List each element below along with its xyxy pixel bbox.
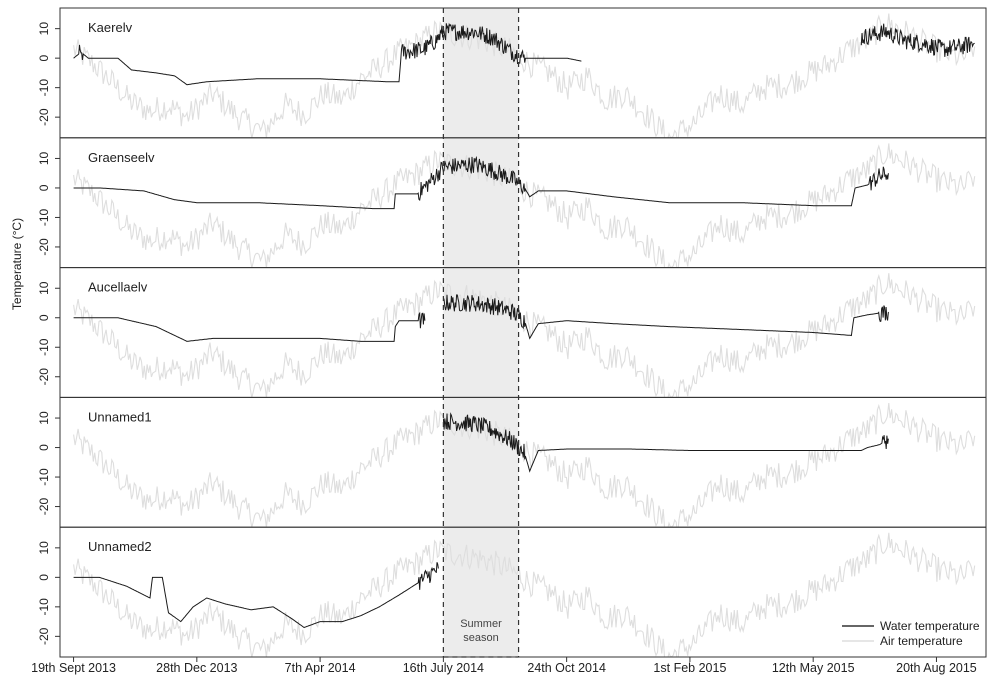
x-tick-label: 28th Dec 2013 — [156, 661, 237, 675]
summer-season-label: Summer — [460, 618, 502, 630]
x-tick-label: 19th Sept 2013 — [31, 661, 116, 675]
y-tick-label: -20 — [37, 108, 51, 126]
y-tick-label: -20 — [37, 627, 51, 645]
x-tick-label: 16th July 2014 — [403, 661, 484, 675]
panel-label-graenseelv: Graenseelv — [88, 150, 155, 165]
summer-season-label: season — [463, 632, 498, 644]
legend-entry-label: Water temperature — [880, 619, 980, 633]
panel-label-unnamed2: Unnamed2 — [88, 539, 152, 554]
panel-frame-unnamed2 — [59, 526, 987, 658]
y-tick-label: 0 — [37, 54, 51, 61]
y-tick-label: -10 — [37, 338, 51, 356]
water-temperature-layer — [73, 22, 975, 629]
axes: 10 0 -10 -20 10 0 -10 -20 10 0 -10 -20 10 0 -10 -20 10 0 -… — [31, 22, 977, 675]
air-temperature-line-unnamed1 — [73, 402, 976, 528]
y-tick-label: -20 — [37, 238, 51, 256]
panel-label-kaerelv: Kaerelv — [88, 20, 133, 35]
y-tick-label: 0 — [37, 574, 51, 581]
water-temperature-line-unnamed1-0 — [442, 412, 889, 473]
x-tick-label: 20th Aug 2015 — [896, 661, 977, 675]
water-temperature-line-graenseelv-0 — [73, 155, 889, 210]
y-tick-label: -10 — [37, 598, 51, 616]
y-tick-label: 10 — [37, 22, 51, 36]
y-tick-label: -10 — [37, 208, 51, 226]
y-tick-label: -20 — [37, 498, 51, 516]
water-temperature-line-kaerelv-1 — [860, 23, 975, 57]
y-tick-label: 10 — [37, 281, 51, 295]
water-temperature-line-aucellaelv-0 — [73, 311, 426, 342]
water-temperature-line-unnamed2-0 — [73, 562, 439, 629]
y-tick-label: 10 — [37, 151, 51, 165]
air-temperature-line-kaerelv — [73, 13, 976, 138]
y-tick-label: -10 — [37, 468, 51, 486]
panel-frames — [59, 7, 987, 658]
y-axis-label: Temperature (°C) — [10, 218, 24, 310]
x-tick-label: 7th Apr 2014 — [285, 661, 356, 675]
panel-labels: Kaerelv Graenseelv Aucellaelv Unnamed1 Unnam… — [88, 20, 502, 644]
panel-label-aucellaelv: Aucellaelv — [88, 280, 148, 295]
y-tick-label: 0 — [37, 314, 51, 321]
summer-season-band — [443, 8, 519, 657]
air-temperature-line-aucellaelv — [73, 273, 976, 398]
air-temperature-line-graenseelv — [73, 143, 976, 268]
x-tick-label: 24th Oct 2014 — [527, 661, 606, 675]
air-temperature-line-unnamed2 — [73, 532, 976, 658]
x-tick-label: 1st Feb 2015 — [653, 661, 726, 675]
air-temperature-layer — [73, 13, 976, 658]
y-tick-label: 0 — [37, 184, 51, 191]
water-temperature-line-aucellaelv-1 — [442, 294, 889, 340]
y-tick-label: -20 — [37, 368, 51, 386]
y-tick-label: -10 — [37, 79, 51, 97]
y-tick-label: 0 — [37, 444, 51, 451]
panel-label-unnamed1: Unnamed1 — [88, 409, 152, 424]
y-tick-label: 10 — [37, 411, 51, 425]
summer-season-fill — [443, 8, 519, 657]
water-temperature-line-kaerelv-0 — [73, 22, 582, 86]
y-tick-label: 10 — [37, 541, 51, 555]
legend-entry-label: Air temperature — [880, 634, 963, 648]
x-tick-label: 12th May 2015 — [772, 661, 855, 675]
